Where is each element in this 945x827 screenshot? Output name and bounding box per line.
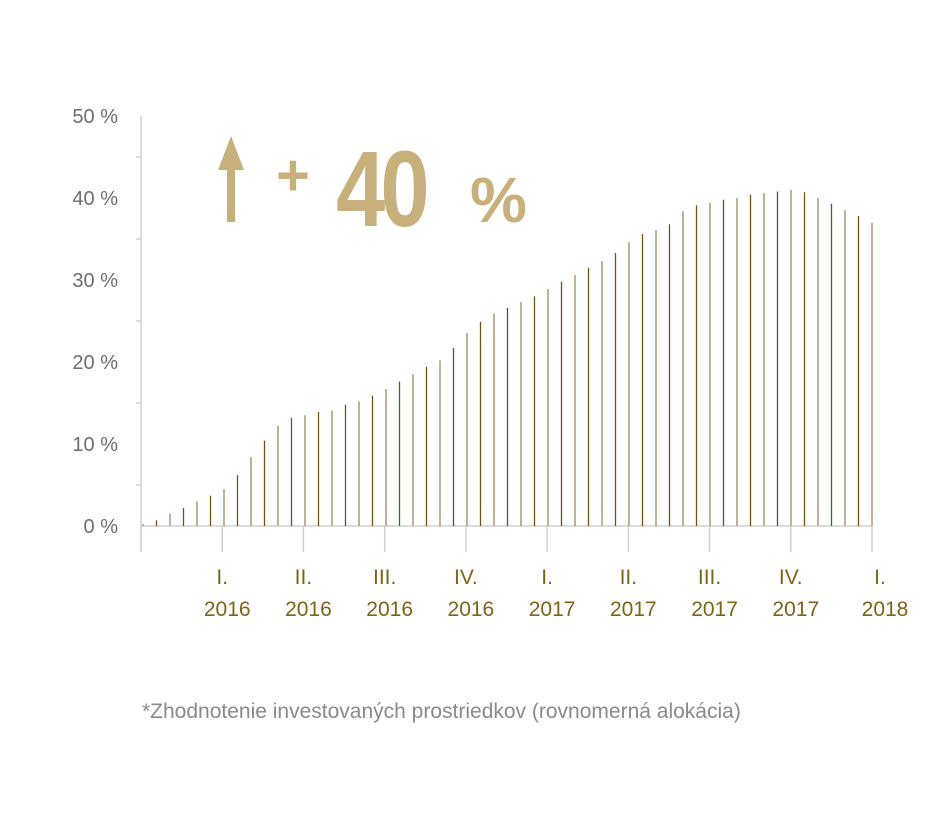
up-arrow-icon [218, 136, 244, 222]
x-tick-label-quarter: II. [295, 566, 313, 589]
x-tick-label-year: 2016 [448, 598, 495, 621]
y-tick-label: 0 % [84, 516, 119, 538]
x-tick-label-year: 2017 [691, 598, 738, 621]
y-tick-label: 40 % [72, 188, 118, 210]
headline-value: 40 [336, 129, 426, 249]
y-tick-label: 30 % [72, 270, 118, 292]
x-tick-label-quarter: I. [216, 566, 228, 589]
x-tick-label-year: 2017 [772, 598, 819, 621]
x-tick-label-quarter: III. [698, 566, 721, 589]
x-tick-label-year: 2017 [610, 598, 657, 621]
x-tick-label-year: 2018 [862, 598, 909, 621]
x-tick-label-year: 2016 [366, 598, 413, 621]
x-tick-label-year: 2016 [204, 598, 251, 621]
x-tick-label-quarter: IV. [779, 566, 803, 589]
y-tick-label: 20 % [72, 352, 118, 374]
headline-plus: + [276, 143, 310, 208]
headline-unit: % [470, 164, 527, 236]
x-tick-label-quarter: IV. [454, 566, 478, 589]
x-tick-label-quarter: I. [874, 566, 886, 589]
x-tick-label-quarter: III. [373, 566, 396, 589]
x-tick-label-quarter: I. [541, 566, 553, 589]
x-tick-label-year: 2016 [285, 598, 332, 621]
footnote: *Zhodnotenie investovaných prostriedkov … [142, 700, 741, 723]
y-tick-label: 10 % [72, 434, 118, 456]
x-tick-label-quarter: II. [620, 566, 638, 589]
x-tick-label-year: 2017 [529, 598, 576, 621]
y-tick-label: 50 % [72, 106, 118, 128]
